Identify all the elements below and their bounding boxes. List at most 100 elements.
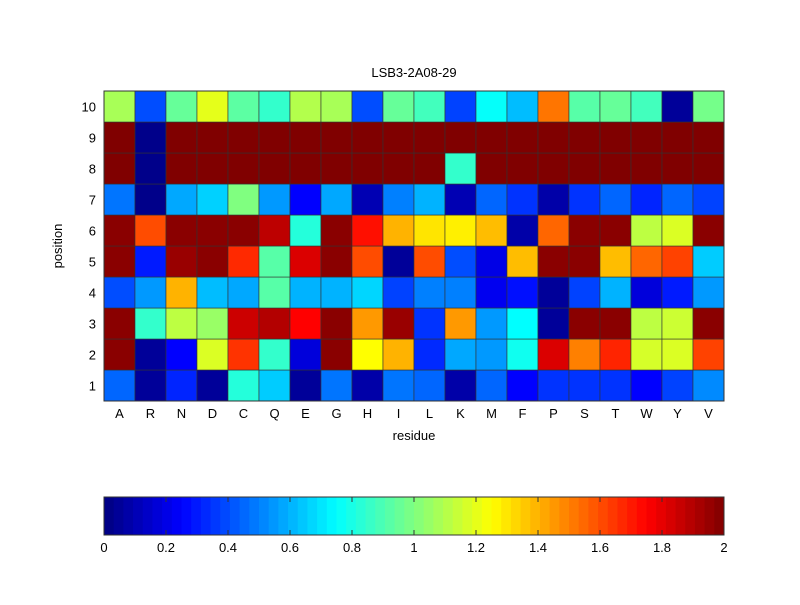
colorbar-segment xyxy=(704,497,715,535)
heatmap-cell-N-6 xyxy=(165,214,198,247)
heatmap-cell-P-10 xyxy=(537,90,570,123)
colorbar-segment xyxy=(152,497,163,535)
heatmap-cell-Q-1 xyxy=(258,369,291,402)
heatmap-cell-K-2 xyxy=(444,338,477,371)
heatmap-cell-W-6 xyxy=(630,214,663,247)
heatmap-cell-V-7 xyxy=(692,183,725,216)
heatmap-cell-V-3 xyxy=(692,307,725,340)
heatmap-cell-M-1 xyxy=(475,369,508,402)
heatmap-cell-G-3 xyxy=(320,307,353,340)
x-tick-label: D xyxy=(208,406,217,421)
colorbar-tick-label: 2 xyxy=(720,540,727,555)
colorbar-segment xyxy=(520,497,531,535)
heatmap-cell-E-2 xyxy=(289,338,322,371)
heatmap-cell-F-6 xyxy=(506,214,539,247)
heatmap-cell-L-6 xyxy=(413,214,446,247)
colorbar-tick-label: 1.6 xyxy=(591,540,609,555)
colorbar-tick-label: 0.8 xyxy=(343,540,361,555)
heatmap-cell-N-10 xyxy=(165,90,198,123)
colorbar-segment xyxy=(714,497,725,535)
heatmap-cell-E-6 xyxy=(289,214,322,247)
heatmap-cell-R-4 xyxy=(134,276,167,309)
heatmap-cell-I-8 xyxy=(382,152,415,185)
heatmap-cell-L-5 xyxy=(413,245,446,278)
heatmap-cell-H-1 xyxy=(351,369,384,402)
heatmap-cell-S-7 xyxy=(568,183,601,216)
heatmap-cell-K-4 xyxy=(444,276,477,309)
y-tick-label: 10 xyxy=(82,100,96,115)
colorbar-tick-label: 0 xyxy=(100,540,107,555)
heatmap-cell-N-2 xyxy=(165,338,198,371)
heatmap-cell-V-10 xyxy=(692,90,725,123)
x-tick-label: M xyxy=(486,406,497,421)
heatmap-cell-L-4 xyxy=(413,276,446,309)
heatmap-cell-G-4 xyxy=(320,276,353,309)
heatmap-cell-R-2 xyxy=(134,338,167,371)
heatmap-cell-P-2 xyxy=(537,338,570,371)
heatmap-cell-N-5 xyxy=(165,245,198,278)
colorbar-segment xyxy=(278,497,289,535)
heatmap-cell-N-8 xyxy=(165,152,198,185)
heatmap-cell-R-3 xyxy=(134,307,167,340)
x-tick-label: E xyxy=(301,406,310,421)
x-tick-label: F xyxy=(519,406,527,421)
heatmap-cell-C-8 xyxy=(227,152,260,185)
heatmap-cell-Q-2 xyxy=(258,338,291,371)
colorbar-segment xyxy=(588,497,599,535)
heatmap-cell-Y-10 xyxy=(661,90,694,123)
y-tick-label: 5 xyxy=(89,255,96,270)
colorbar-segment xyxy=(481,497,492,535)
colorbar-segment xyxy=(384,497,396,535)
heatmap-cell-W-4 xyxy=(630,276,663,309)
colorbar-segment xyxy=(191,497,202,535)
heatmap-cell-A-3 xyxy=(103,307,136,340)
heatmap-cell-H-9 xyxy=(351,121,384,154)
heatmap-cell-S-6 xyxy=(568,214,601,247)
colorbar-segment xyxy=(239,497,250,535)
heatmap-cell-Y-3 xyxy=(661,307,694,340)
heatmap-cell-Q-9 xyxy=(258,121,291,154)
heatmap-cell-W-9 xyxy=(630,121,663,154)
colorbar-segment xyxy=(452,497,463,535)
heatmap-cell-D-9 xyxy=(196,121,229,154)
colorbar-segment xyxy=(355,497,367,535)
x-tick-label: T xyxy=(612,406,620,421)
colorbar-segment xyxy=(617,497,628,535)
heatmap-cell-Q-8 xyxy=(258,152,291,185)
heatmap-cell-T-3 xyxy=(599,307,632,340)
heatmap-cell-P-7 xyxy=(537,183,570,216)
heatmap-cell-I-7 xyxy=(382,183,415,216)
colorbar-segment xyxy=(288,497,299,535)
colorbar-tick-label: 1.4 xyxy=(529,540,547,555)
colorbar-segment xyxy=(346,497,357,535)
colorbar-segment xyxy=(210,497,221,535)
x-tick-label: W xyxy=(640,406,653,421)
heatmap-cell-K-6 xyxy=(444,214,477,247)
heatmap-cell-H-3 xyxy=(351,307,384,340)
heatmap-cell-N-9 xyxy=(165,121,198,154)
heatmap-cell-W-3 xyxy=(630,307,663,340)
heatmap-cell-V-1 xyxy=(692,369,725,402)
colorbar-segment xyxy=(123,497,134,535)
colorbar-segment xyxy=(665,497,677,535)
colorbar-segment xyxy=(220,497,231,535)
colorbar-segment xyxy=(307,497,318,535)
heatmap-cell-R-8 xyxy=(134,152,167,185)
colorbar-segment xyxy=(423,497,434,535)
heatmap-cell-I-9 xyxy=(382,121,415,154)
y-tick-label: 2 xyxy=(89,348,96,363)
heatmap-cell-P-1 xyxy=(537,369,570,402)
heatmap-cell-S-5 xyxy=(568,245,601,278)
heatmap-cell-T-6 xyxy=(599,214,632,247)
y-axis-label: position xyxy=(50,224,65,269)
heatmap-cell-R-7 xyxy=(134,183,167,216)
heatmap-cell-G-1 xyxy=(320,369,353,402)
heatmap-cell-D-3 xyxy=(196,307,229,340)
colorbar-segment xyxy=(181,497,192,535)
colorbar-tick-label: 0.6 xyxy=(281,540,299,555)
heatmap-cell-W-1 xyxy=(630,369,663,402)
colorbar-segment xyxy=(414,497,425,535)
colorbar-segment xyxy=(259,497,270,535)
heatmap-cell-R-5 xyxy=(134,245,167,278)
heatmap-cell-R-10 xyxy=(134,90,167,123)
